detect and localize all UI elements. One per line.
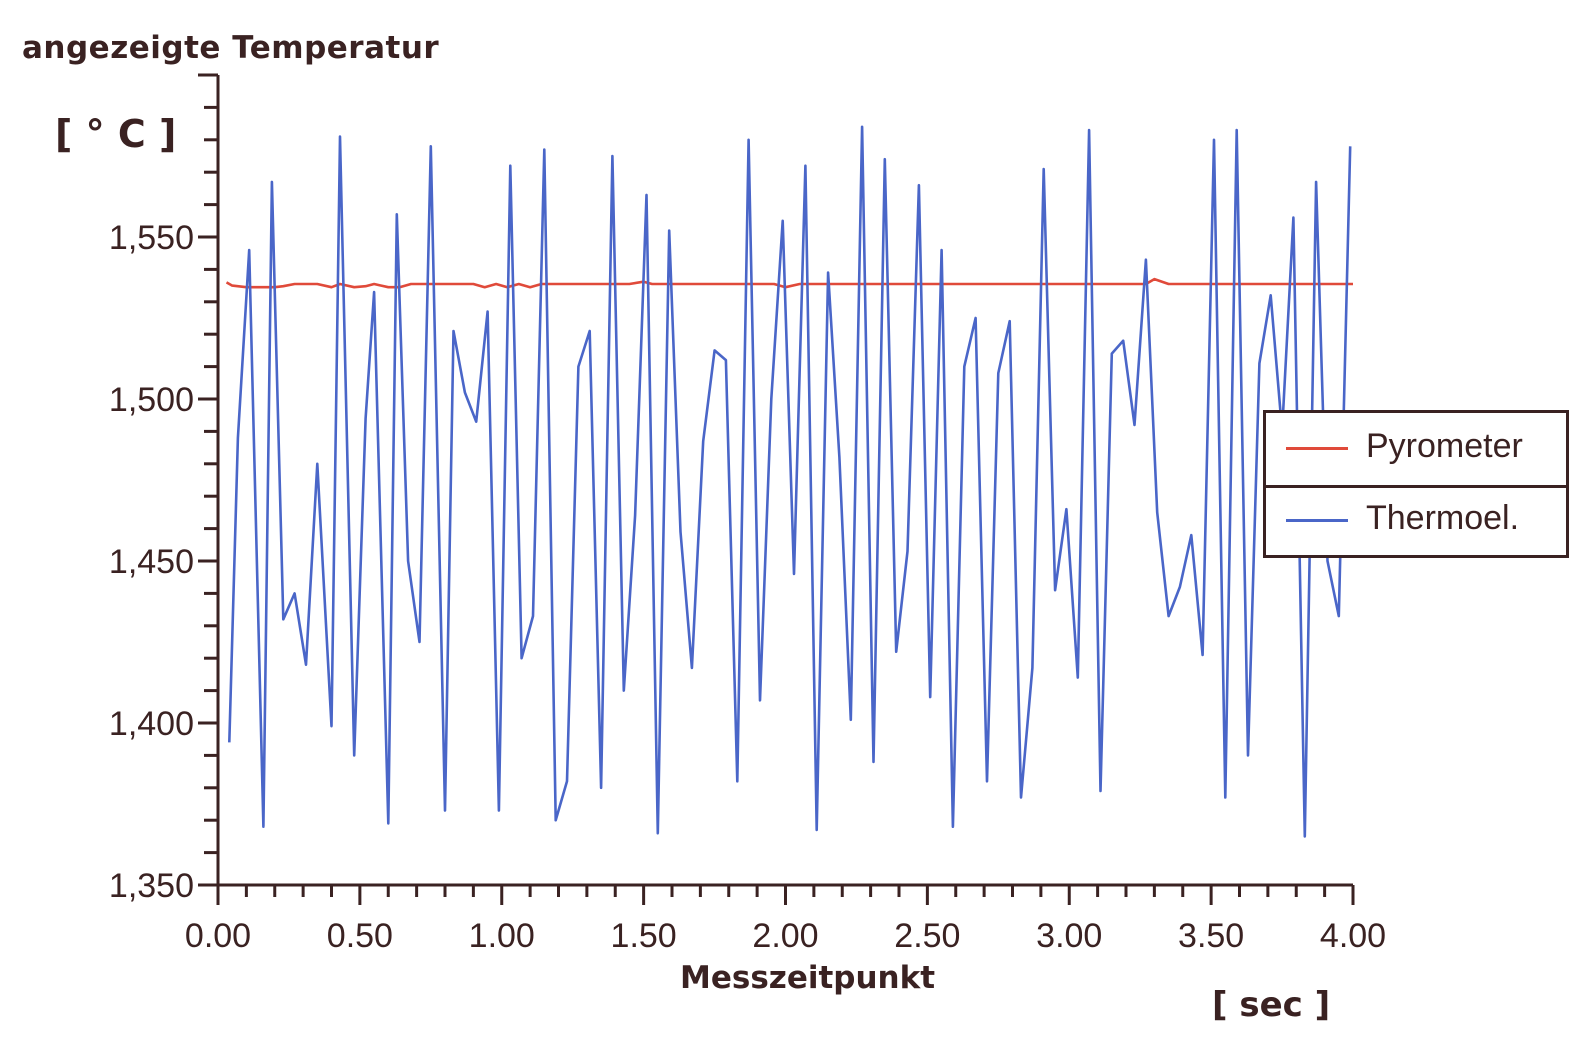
x-tick-label: 3.50 [1178, 917, 1244, 955]
legend-label-thermoel: Thermoel. [1366, 499, 1520, 537]
y-axis-title: angezeigte Temperatur [22, 30, 440, 66]
x-tick-label: 3.00 [1036, 917, 1102, 955]
legend-swatch-thermoel [1286, 519, 1348, 522]
y-tick-label: 1,350 [109, 867, 194, 905]
y-tick-label: 1,400 [109, 705, 194, 743]
legend-item-pyrometer: Pyrometer [1266, 413, 1566, 488]
x-tick-label: 0.00 [185, 917, 251, 955]
series-layer [225, 125, 1353, 838]
legend-swatch-pyrometer [1286, 447, 1348, 450]
x-tick-label: 1.50 [611, 917, 677, 955]
x-tick-label: 4.00 [1320, 917, 1386, 955]
y-axis-unit: [ ° C ] [55, 112, 177, 156]
legend-label-pyrometer: Pyrometer [1366, 427, 1523, 465]
series-line-thermoel [228, 125, 1352, 838]
y-tick-label: 1,500 [109, 381, 194, 419]
legend-item-thermoel: Thermoel. [1266, 485, 1566, 557]
legend: Pyrometer Thermoel. [1263, 410, 1569, 558]
x-axis-title: Messzeitpunkt [680, 960, 936, 996]
x-tick-label: 0.50 [327, 917, 393, 955]
y-tick-label: 1,550 [109, 219, 194, 257]
y-tick-label: 1,450 [109, 543, 194, 581]
x-tick-label: 1.00 [469, 917, 535, 955]
ticks: 1,350 1,400 1,450 1,500 1,550 0.00 0.50 1.00 1.5… [109, 73, 1386, 955]
x-axis-unit: [ sec ] [1212, 985, 1331, 1025]
x-tick-label: 2.50 [894, 917, 960, 955]
x-tick-label: 2.00 [752, 917, 818, 955]
